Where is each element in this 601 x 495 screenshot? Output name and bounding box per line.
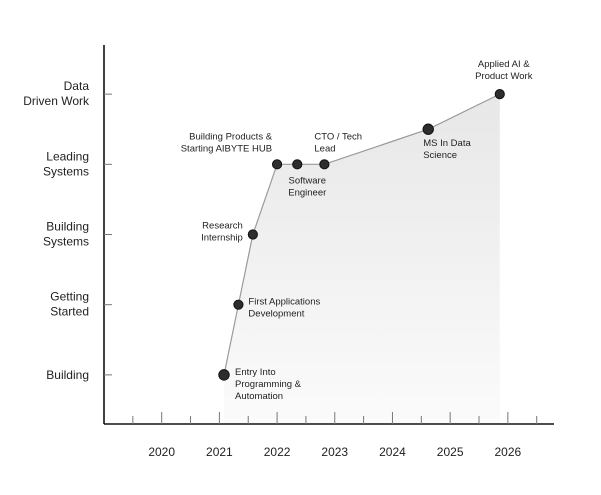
point-label-4: Building Products & Starting AIBYTE HUB <box>181 131 273 154</box>
x-label-2023: 2023 <box>321 445 348 459</box>
progress-line <box>223 93 501 375</box>
y-axis-labels: Building Getting Started Building Systems Lea… <box>23 79 90 382</box>
x-axis-ticks <box>132 412 538 424</box>
point-4 <box>271 159 283 170</box>
point-7 <box>422 123 434 135</box>
point-label-8: Applied AI & Product Work <box>475 59 533 82</box>
point-label-2: First Applications Development <box>248 297 320 320</box>
x-label-2026: 2026 <box>494 445 521 459</box>
point-label-7: MS In Data Science <box>423 138 471 161</box>
x-label-2024: 2024 <box>379 445 406 459</box>
x-label-2021: 2021 <box>206 445 233 459</box>
y-label-data-driven-work: Data Driven Work <box>23 79 90 108</box>
point-8 <box>494 89 505 100</box>
data-point-labels: Entry Into Programming & Automation First A… <box>181 59 533 402</box>
point-2 <box>233 299 244 310</box>
y-label-building-systems: Building Systems <box>43 220 89 249</box>
point-label-5: Software Engineer <box>288 175 326 198</box>
data-points <box>218 89 505 381</box>
x-label-2025: 2025 <box>437 445 464 459</box>
point-label-1: Entry Into Programming & Automation <box>235 367 302 402</box>
point-label-3: Research Internship <box>201 221 243 244</box>
y-label-building: Building <box>46 368 89 382</box>
x-label-2022: 2022 <box>264 445 291 459</box>
y-label-leading-systems: Leading Systems <box>43 149 89 178</box>
point-label-6: CTO / Tech Lead <box>314 131 362 154</box>
x-label-2020: 2020 <box>148 445 175 459</box>
point-3 <box>247 229 258 240</box>
point-6 <box>319 159 330 170</box>
x-axis-labels: 2020 2021 2022 2023 2024 2025 2026 <box>148 445 521 459</box>
y-label-getting-started: Getting Started <box>50 290 89 319</box>
y-axis-ticks <box>104 93 112 376</box>
point-1 <box>218 369 230 381</box>
progress-area <box>224 94 500 424</box>
point-5 <box>292 159 303 170</box>
